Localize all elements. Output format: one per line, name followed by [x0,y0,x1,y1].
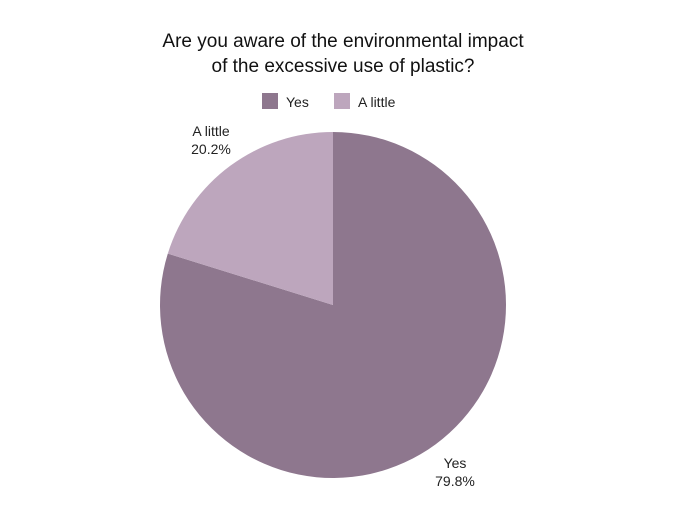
legend-label-yes: Yes [286,94,309,110]
data-label-yes-name: Yes [444,455,467,471]
data-labels: A little 20.2% Yes 79.8% [191,123,475,489]
pie-slice-yes [160,132,507,478]
legend-swatch-a-little [334,93,350,109]
data-label-a-little-name: A little [192,123,230,139]
pie-slices [160,132,507,478]
chart-title-line-1: Are you aware of the environmental impac… [162,31,524,52]
legend-label-a-little: A little [358,94,396,110]
chart-title-line-2: of the excessive use of plastic? [212,56,475,77]
legend: Yes A little [262,93,396,110]
chart-title: Are you aware of the environmental impac… [162,31,524,77]
legend-swatch-yes [262,93,278,109]
data-label-yes-percent: 79.8% [435,473,475,489]
data-label-a-little-percent: 20.2% [191,141,231,157]
pie-slice-a-little [167,132,333,305]
